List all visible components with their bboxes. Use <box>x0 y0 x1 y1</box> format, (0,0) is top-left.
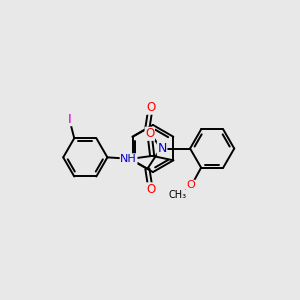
Text: N: N <box>158 142 167 155</box>
Text: CH₃: CH₃ <box>169 190 187 200</box>
Text: O: O <box>145 127 154 140</box>
Text: O: O <box>146 183 155 196</box>
Text: NH: NH <box>120 154 137 164</box>
Text: O: O <box>186 180 195 190</box>
Text: I: I <box>68 112 72 126</box>
Text: O: O <box>146 101 155 114</box>
